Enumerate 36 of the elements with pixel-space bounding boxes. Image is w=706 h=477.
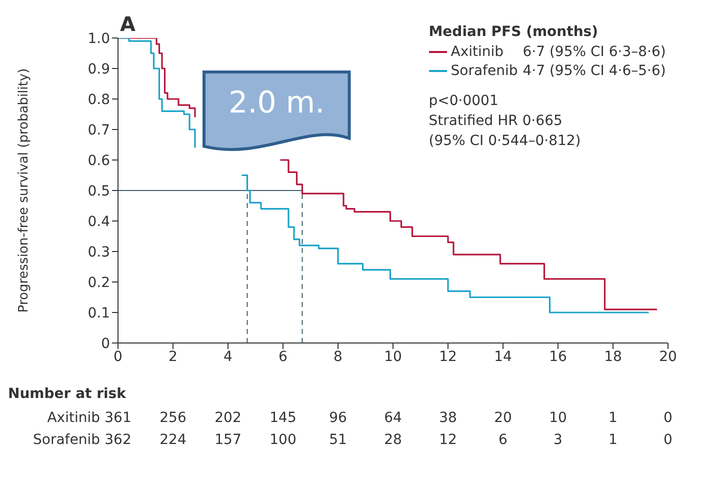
text: Sorafenib 362 224 157 100 51 28 12 6 3 1 0 [33, 432, 672, 448]
y-tick-label: 1.0 [88, 30, 110, 47]
annotation: 2.0 m. [228, 85, 324, 120]
x-tick-label: 12 [439, 348, 457, 365]
x-tick-label: 10 [384, 348, 402, 365]
y-tick-label: 0.8 [88, 92, 110, 108]
legend-title: Median PFS (months) [428, 24, 600, 40]
y-tick-label: 0 [101, 336, 110, 352]
y-tick-label: 0.7 [88, 122, 110, 138]
annotation: p<0·0001 [428, 92, 500, 111]
y-tick-label: 0.1 [88, 305, 110, 322]
legend-label: Axitinib [450, 44, 505, 60]
y-tick-label: 0.4 [88, 214, 110, 230]
x-tick-label: 16 [549, 348, 567, 365]
x-tick-label: 4 [224, 348, 233, 365]
text: Number at risk [8, 386, 126, 402]
y-axis-title: Progression-free survival (probability) [16, 68, 32, 313]
annotation: Stratified HR 0·665 [428, 112, 564, 131]
y-tick-label: 0.2 [88, 274, 110, 291]
x-tick-label: 8 [334, 348, 342, 365]
annotation: 4·7 (95% CI 4·6–5·6) [522, 63, 666, 79]
text: Axitinib 361 256 202 145 96 64 38 20 10 1 0 [47, 410, 672, 426]
x-tick-label: 0 [114, 348, 122, 365]
annotation: 6·7 (95% CI 6·3–8·6) [522, 44, 666, 60]
y-tick-label: 0.9 [88, 61, 110, 78]
y-tick-label: 0.5 [88, 183, 110, 200]
annotation: (95% CI 0·544–0·812) [428, 132, 582, 151]
legend-label: Sorafenib [450, 63, 519, 79]
x-tick-label: 18 [604, 348, 622, 365]
x-tick-label: 6 [278, 348, 288, 365]
y-tick-label: 0.6 [88, 152, 110, 169]
chart-title: A [120, 12, 136, 36]
x-tick-label: 2 [168, 348, 178, 365]
y-tick-label: 0.3 [88, 244, 110, 260]
x-tick-label: 20 [659, 348, 677, 365]
x-tick-label: 14 [494, 348, 512, 365]
